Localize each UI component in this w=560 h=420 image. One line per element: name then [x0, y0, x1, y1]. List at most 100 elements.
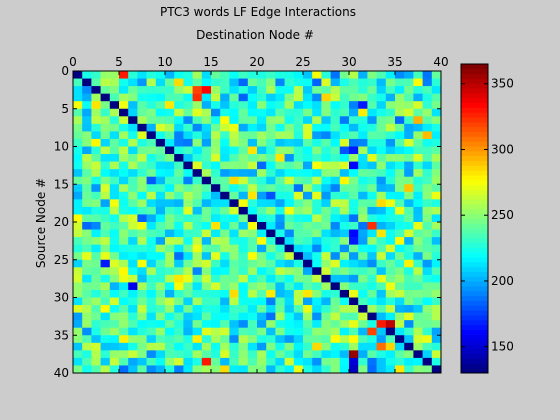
heatmap-cell — [257, 116, 267, 125]
heatmap-cell — [312, 108, 322, 117]
heatmap-cell — [266, 365, 276, 374]
heatmap-cell — [321, 184, 331, 193]
heatmap-cell — [284, 146, 295, 155]
heatmap-cell — [211, 320, 221, 328]
heatmap-cell — [192, 229, 203, 238]
heatmap-cell — [91, 108, 101, 117]
heatmap-cell — [165, 169, 175, 177]
heatmap-cell — [220, 154, 230, 162]
heatmap-cell — [229, 222, 239, 230]
heatmap-cell — [73, 282, 83, 291]
heatmap-cell — [155, 297, 166, 306]
heatmap-cell — [284, 357, 295, 366]
heatmap-cell — [73, 320, 83, 328]
heatmap-cell — [303, 267, 313, 276]
heatmap-cell — [211, 184, 221, 193]
heatmap-cell — [109, 229, 120, 238]
heatmap-cell — [183, 191, 193, 200]
heatmap-cell — [413, 101, 423, 110]
heatmap-cell — [312, 206, 322, 215]
heatmap-cell — [275, 289, 285, 298]
heatmap-cell — [146, 191, 157, 200]
heatmap-cell — [229, 214, 239, 223]
heatmap-cell — [257, 176, 267, 185]
heatmap-cell — [128, 86, 138, 94]
heatmap-cell — [284, 342, 295, 351]
heatmap-cell — [349, 327, 359, 336]
heatmap-cell — [174, 93, 184, 102]
heatmap-cell — [238, 289, 249, 298]
heatmap-cell — [137, 274, 147, 283]
heatmap-cell — [349, 86, 359, 94]
heatmap-cell — [404, 342, 414, 351]
heatmap-cell — [165, 154, 175, 162]
heatmap-cell — [128, 146, 138, 155]
heatmap-cell — [73, 169, 83, 177]
heatmap-cell — [119, 229, 129, 238]
heatmap-cell — [376, 237, 387, 245]
heatmap-cell — [146, 169, 157, 177]
heatmap-cell — [293, 191, 304, 200]
heatmap-cell — [413, 222, 423, 230]
heatmap-cell — [211, 116, 221, 125]
heatmap-cell — [422, 86, 433, 94]
heatmap-cell — [422, 169, 433, 177]
heatmap-cell — [174, 199, 184, 208]
heatmap-cell — [422, 274, 433, 283]
heatmap-cell — [119, 282, 129, 291]
heatmap-cell — [109, 252, 120, 261]
heatmap-cell — [82, 274, 92, 283]
heatmap-cell — [82, 350, 92, 359]
heatmap-cell — [211, 176, 221, 185]
heatmap-cell — [91, 357, 101, 366]
heatmap-cell — [247, 267, 258, 276]
heatmap-cell — [247, 297, 258, 306]
heatmap-cell — [201, 199, 212, 208]
heatmap-cell — [100, 274, 111, 283]
heatmap-cell — [413, 78, 423, 87]
heatmap-cell — [211, 274, 221, 283]
heatmap-cell — [91, 93, 101, 102]
heatmap-cell — [330, 259, 341, 268]
heatmap-cell — [321, 244, 331, 253]
heatmap-cell — [128, 108, 138, 117]
heatmap-cell — [100, 244, 111, 253]
heatmap-cell — [349, 206, 359, 215]
heatmap-cell — [174, 259, 184, 268]
colorbar-segment — [461, 247, 488, 253]
heatmap-cell — [303, 138, 313, 147]
heatmap-cell — [73, 116, 83, 125]
y-axis-label: Source Node # — [34, 178, 48, 268]
heatmap-cell — [137, 123, 147, 132]
heatmap-cell — [155, 131, 166, 140]
heatmap-cell — [422, 222, 433, 230]
heatmap-cell — [155, 169, 166, 177]
heatmap-cell — [321, 282, 331, 291]
colorbar-segment — [461, 276, 488, 282]
heatmap-cell — [312, 350, 322, 359]
heatmap-cell — [431, 305, 442, 313]
heatmap-cell — [395, 244, 405, 253]
heatmap-cell — [422, 312, 433, 321]
heatmap-cell — [73, 365, 83, 374]
heatmap-cell — [376, 101, 387, 110]
heatmap-cell — [201, 252, 212, 261]
heatmap-cell — [321, 297, 331, 306]
heatmap-cell — [385, 312, 396, 321]
heatmap-cell — [109, 169, 120, 177]
heatmap-cell — [376, 312, 387, 321]
heatmap-cell — [257, 206, 267, 215]
heatmap-cell — [165, 131, 175, 140]
heatmap-cell — [128, 342, 138, 351]
heatmap-cell — [137, 184, 147, 193]
heatmap-cell — [201, 237, 212, 245]
heatmap-cell — [119, 101, 129, 110]
heatmap-cell — [321, 259, 331, 268]
heatmap-cell — [201, 131, 212, 140]
heatmap-cell — [358, 214, 368, 223]
heatmap-cell — [312, 93, 322, 102]
heatmap-cell — [119, 154, 129, 162]
heatmap-cell — [183, 335, 193, 344]
heatmap-cell — [358, 289, 368, 298]
heatmap-cell — [358, 222, 368, 230]
